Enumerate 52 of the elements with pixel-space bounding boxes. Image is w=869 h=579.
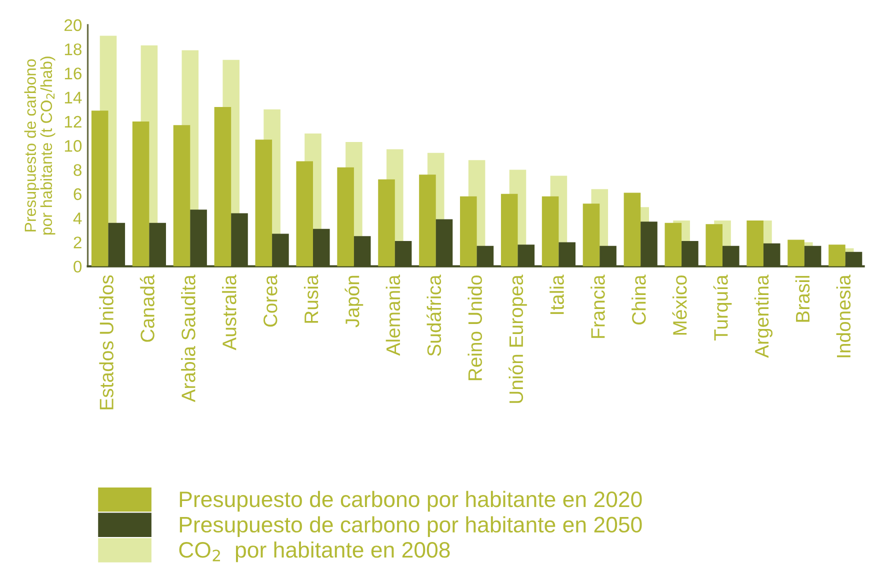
x-tick-label: Estados Unidos [99, 275, 114, 410]
y-tick-label: 2 [74, 236, 82, 248]
y-tick-label: 16 [64, 68, 82, 80]
x-tick-label: Brasil [795, 276, 810, 322]
x-tick-label: Canadá [140, 274, 154, 342]
bar [542, 196, 559, 266]
x-tick-label: Turquía [713, 274, 732, 341]
x-tick-label: Unión Europea [508, 274, 527, 403]
y-tick-label: 8 [74, 164, 82, 176]
y-axis-title: Presupuesto de carbono por habitante (t CO$_{2}$/hab) [24, 56, 56, 235]
x-tick-label: Italia [550, 274, 564, 314]
y-tick-label: 0 [74, 260, 82, 273]
x-tick-label: Japón [344, 276, 364, 328]
bar [214, 106, 232, 266]
bar [419, 174, 436, 266]
x-tick-label: Indonesia [836, 274, 851, 358]
x-tick-label: Australia [222, 274, 236, 350]
bar [828, 244, 846, 266]
y-tick-label: 6 [74, 188, 82, 200]
bar [132, 121, 150, 266]
x-tick-label: Francia [590, 274, 605, 338]
y-tick-label: 12 [64, 116, 82, 128]
y-tick-label: 4 [73, 212, 82, 224]
x-tick-label: Argentina [754, 274, 773, 358]
x-tick-label: Corea [264, 274, 278, 327]
legend-label: Presupuesto de carbono por habitante en 2020 [180, 490, 642, 512]
bar [664, 222, 682, 266]
bar [255, 140, 272, 266]
bar [746, 220, 764, 266]
x-tick-label: Alemania [386, 274, 400, 356]
x-tick-label: China [632, 274, 646, 324]
bar [337, 167, 354, 266]
x-tick-label: Rusia [304, 274, 318, 323]
bar [378, 179, 395, 266]
bar [624, 192, 641, 266]
bar [91, 110, 108, 266]
legend-label: CO$_{2}$ por habitante en 2008 [179, 541, 450, 562]
bar [500, 194, 518, 266]
bar [582, 204, 600, 266]
bar [173, 125, 190, 266]
bar [460, 196, 477, 266]
x-tick-label: Reino Unido [468, 275, 482, 380]
bar [706, 224, 723, 266]
y-tick-label: 18 [64, 43, 82, 56]
x-tick-label: México [672, 275, 687, 335]
x-tick-label: Sudáfrica [426, 274, 442, 356]
y-tick-label: 10 [64, 140, 82, 152]
y-tick-label: 14 [64, 92, 82, 104]
y-tick-label: 20 [64, 19, 82, 32]
x-tick-label: Arabia Saudita [181, 274, 196, 402]
bar [296, 161, 313, 266]
legend-label: Presupuesto de carbono por habitante en 2050 [180, 516, 642, 537]
